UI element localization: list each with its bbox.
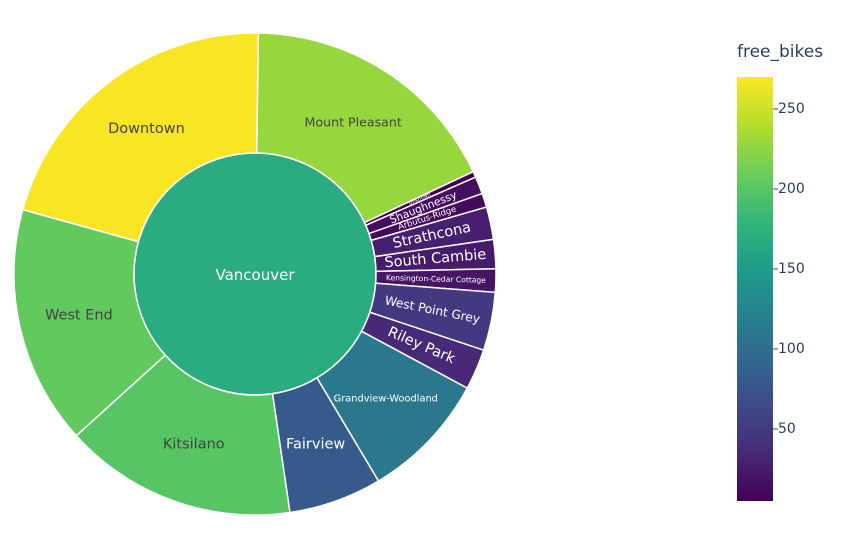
sunburst-label-downtown: Downtown bbox=[108, 121, 185, 137]
sunburst-label-kitsilano: Kitsilano bbox=[163, 436, 225, 452]
colorbar-tick-label: 200 bbox=[778, 181, 805, 197]
colorbar-tick-label: 100 bbox=[778, 341, 805, 357]
sunburst-label-mount-pleasant: Mount Pleasant bbox=[305, 114, 402, 129]
sunburst-label-fairview: Fairview bbox=[286, 437, 345, 453]
colorbar-tick-label: 250 bbox=[778, 101, 805, 117]
colorbar-ticks: 50 100 150 200 250 bbox=[773, 101, 805, 437]
sunburst-segments bbox=[13, 32, 497, 516]
sunburst-label-kensington-cedar-cottage: Kensington-Cedar Cottage bbox=[386, 273, 487, 285]
colorbar: free_bikes 50 100 150 200 250 bbox=[737, 42, 823, 501]
sunburst-segment-mount-pleasant[interactable] bbox=[255, 32, 475, 224]
sunburst-segment-west-end[interactable] bbox=[13, 208, 167, 437]
sunburst-label-west-end: West End bbox=[45, 308, 113, 324]
sunburst-segment-downtown[interactable] bbox=[21, 32, 260, 243]
sunburst-label-grandview-woodland: Grandview-Woodland bbox=[334, 394, 438, 405]
sunburst-segment-kitsilano[interactable] bbox=[75, 354, 291, 516]
colorbar-gradient bbox=[737, 77, 773, 501]
colorbar-title: free_bikes bbox=[737, 42, 823, 62]
sunburst-root-label: Vancouver bbox=[216, 266, 296, 284]
colorbar-tick-label: 50 bbox=[778, 421, 796, 437]
colorbar-tick-label: 150 bbox=[778, 261, 805, 277]
